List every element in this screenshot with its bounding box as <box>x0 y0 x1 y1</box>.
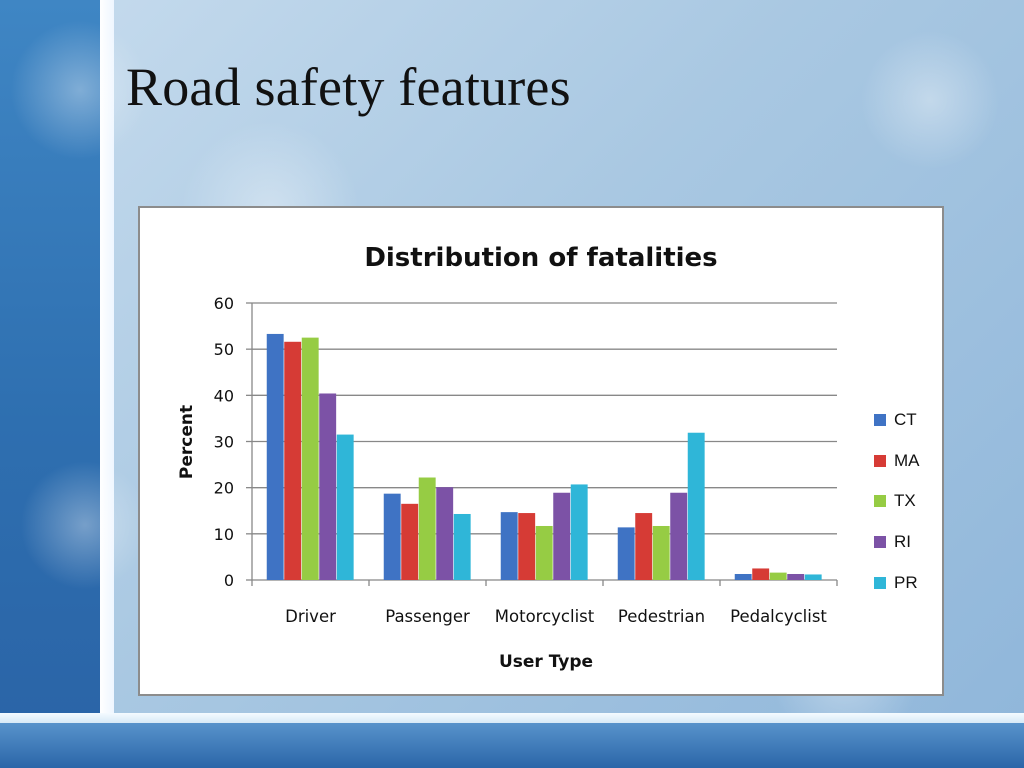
bar-ct-motorcyclist <box>500 512 518 580</box>
legend-label: CT <box>894 410 917 430</box>
chart-panel: Distribution of fatalities 0 10 20 30 40 50 60 D… <box>138 206 944 696</box>
y-axis-label: Percent <box>177 405 197 479</box>
bar-tx-pedestrian <box>652 525 670 580</box>
left-decorative-band <box>0 0 100 768</box>
bar-tx-pedalcyclist <box>769 572 787 580</box>
legend-label: MA <box>894 450 920 470</box>
legend-item-tx: TX <box>874 481 944 522</box>
y-tick-label: 40 <box>214 386 234 405</box>
bar-ri-driver <box>319 393 337 580</box>
bar-ct-pedalcyclist <box>734 573 752 580</box>
legend-item-ct: CT <box>874 400 944 441</box>
bar-ri-pedestrian <box>670 492 688 580</box>
snowflake-decoration-4 <box>860 30 1000 170</box>
bar-pr-driver <box>336 434 354 580</box>
bar-ma-motorcyclist <box>518 513 536 580</box>
legend-swatch <box>874 495 886 508</box>
bar-pr-motorcyclist <box>570 484 588 580</box>
bar-ct-pedestrian <box>617 527 635 580</box>
bar-ma-driver <box>284 341 302 580</box>
x-tick-label-pedalcyclist: Pedalcyclist <box>730 607 827 626</box>
bar-ri-pedalcyclist <box>787 573 805 580</box>
left-white-stripe <box>100 0 114 768</box>
bar-ct-passenger <box>383 493 401 580</box>
legend-swatch <box>874 414 886 427</box>
y-tick-label: 20 <box>214 479 234 498</box>
bar-ri-passenger <box>436 487 454 580</box>
slide-title: Road safety features <box>126 57 571 117</box>
legend-swatch <box>874 536 886 549</box>
bar-pr-pedestrian <box>687 432 705 580</box>
legend-item-ri: RI <box>874 522 944 563</box>
y-tick-label: 0 <box>224 571 234 590</box>
bottom-white-stripe <box>0 713 1024 723</box>
x-axis-label: User Type <box>499 652 593 672</box>
y-tick-label: 30 <box>214 433 234 452</box>
y-tick-label: 10 <box>214 525 234 544</box>
legend-item-pr: PR <box>874 562 944 603</box>
bar-ma-pedalcyclist <box>752 568 770 580</box>
bar-tx-motorcyclist <box>535 525 553 580</box>
fatalities-bar-chart: Distribution of fatalities 0 10 20 30 40 50 60 D… <box>177 243 838 672</box>
bar-ma-passenger <box>401 503 419 580</box>
legend-swatch <box>874 454 886 467</box>
bar-pr-passenger <box>453 513 471 580</box>
bar-ri-motorcyclist <box>553 492 571 580</box>
chart-title: Distribution of fatalities <box>364 243 717 273</box>
chart-legend: CT MA TX RI PR <box>874 400 944 603</box>
x-tick-label-pedestrian: Pedestrian <box>618 607 705 626</box>
y-tick-label: 50 <box>214 340 234 359</box>
x-tick-label-driver: Driver <box>285 607 336 626</box>
x-tick-label-motorcyclist: Motorcyclist <box>495 607 595 626</box>
y-tick-label: 60 <box>214 294 234 313</box>
bar-tx-passenger <box>418 477 436 580</box>
bar-tx-driver <box>301 337 319 580</box>
bar-pr-pedalcyclist <box>804 574 822 580</box>
bar-ma-pedestrian <box>635 513 653 580</box>
legend-label: PR <box>894 572 918 592</box>
legend-label: RI <box>894 532 911 552</box>
legend-item-ma: MA <box>874 441 944 482</box>
legend-label: TX <box>894 491 916 511</box>
bar-ct-driver <box>266 333 284 580</box>
x-tick-label-passenger: Passenger <box>385 607 470 626</box>
legend-swatch <box>874 576 886 589</box>
bottom-decorative-band <box>0 718 1024 768</box>
